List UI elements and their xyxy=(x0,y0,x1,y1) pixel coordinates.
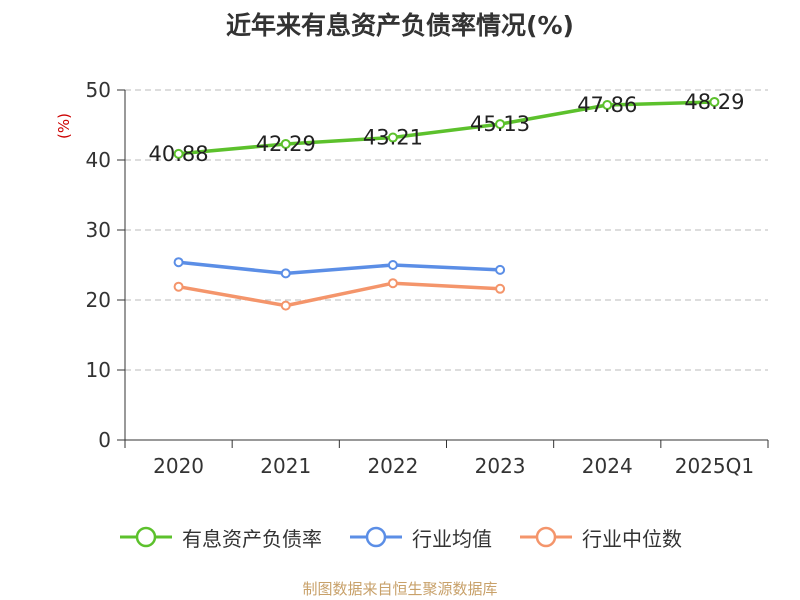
legend-swatch-marker xyxy=(365,526,387,548)
data-point xyxy=(387,260,398,270)
legend-item: 行业中位数 xyxy=(518,523,682,552)
legend-label: 有息资产负债率 xyxy=(182,526,322,551)
y-axis-label: (%) xyxy=(55,113,73,139)
y-tick-label: 0 xyxy=(98,428,111,452)
x-tick-label: 2023 xyxy=(475,454,526,478)
legend-swatch xyxy=(350,526,402,548)
series-line xyxy=(176,281,502,308)
data-label: 48.29 xyxy=(684,90,744,114)
grid-lines xyxy=(125,89,768,371)
y-tick-label: 50 xyxy=(86,78,111,102)
x-tick-label: 2025Q1 xyxy=(675,454,754,478)
data-point xyxy=(709,96,720,107)
y-tick-label: 20 xyxy=(86,288,111,312)
data-point xyxy=(387,278,398,289)
data-point xyxy=(602,99,613,110)
data-point xyxy=(173,257,184,268)
axes: 0 10 20 30 40 50 2020 2021 2022 2023 2024 2025Q1 (%) xyxy=(55,78,769,478)
x-tick-label: 2024 xyxy=(582,454,633,478)
data-point xyxy=(495,119,506,130)
data-label: 40.88 xyxy=(149,142,209,166)
legend-swatch xyxy=(120,526,172,548)
x-tick-label: 2022 xyxy=(367,454,418,478)
chart-title: 近年来有息资产负债率情况(%) xyxy=(226,11,574,40)
x-tick-label: 2021 xyxy=(260,454,311,478)
legend-item: 行业均值 xyxy=(348,523,492,552)
data-point xyxy=(173,281,184,292)
data-point xyxy=(387,132,398,143)
legend-label: 行业均值 xyxy=(412,526,492,551)
legend-item: 有息资产负债率 xyxy=(118,523,322,552)
data-point xyxy=(495,264,506,275)
data-label: 42.29 xyxy=(256,132,316,156)
y-tick-label: 40 xyxy=(86,148,111,172)
legend-swatch-marker xyxy=(135,526,157,548)
data-label: 43.21 xyxy=(363,126,423,150)
y-tick-label: 30 xyxy=(86,218,111,242)
x-tick-label: 2020 xyxy=(153,454,204,478)
series-lines xyxy=(173,96,720,311)
legend-label: 行业中位数 xyxy=(582,526,682,551)
legend-swatch-marker xyxy=(535,526,557,548)
data-point xyxy=(495,283,506,294)
data-point xyxy=(173,148,184,159)
source-note: 制图数据来自恒生聚源数据库 xyxy=(302,580,498,598)
data-point xyxy=(280,138,291,149)
series-line xyxy=(176,100,717,156)
legend: 有息资产负债率 行业均值 行业中位数 xyxy=(0,520,800,554)
data-label: 47.86 xyxy=(577,93,637,117)
legend-swatch xyxy=(520,526,572,548)
data-point xyxy=(280,268,291,279)
data-label: 45.13 xyxy=(470,112,530,136)
data-labels: 40.88 42.29 43.21 45.13 47.86 48.29 xyxy=(149,90,745,166)
data-point xyxy=(280,300,291,311)
y-tick-label: 10 xyxy=(86,358,111,382)
series-line xyxy=(176,260,502,276)
